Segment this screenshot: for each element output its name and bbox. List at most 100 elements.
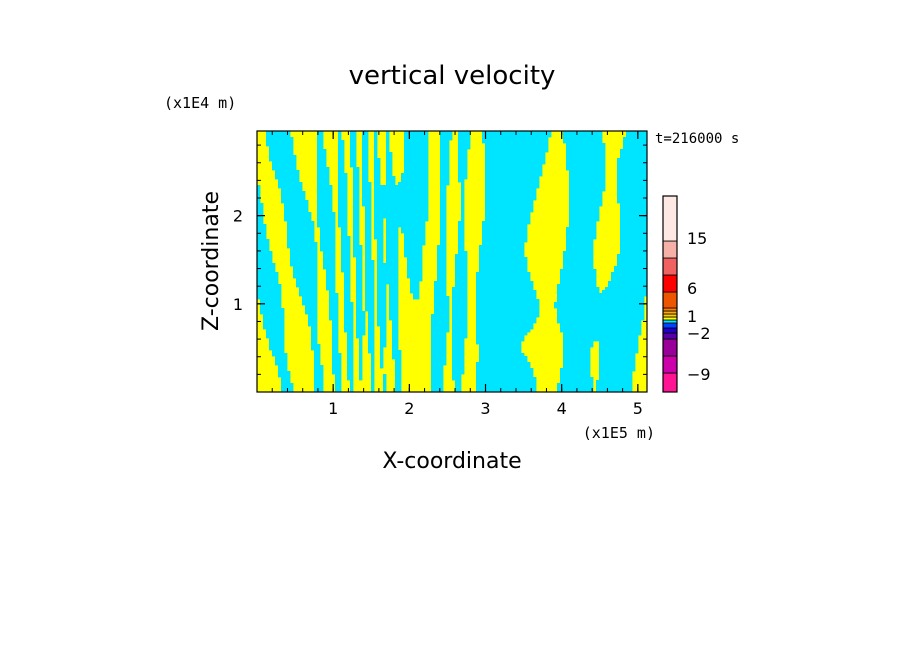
field-cell	[383, 389, 387, 392]
field-cell	[518, 176, 522, 180]
field-cell	[566, 275, 570, 279]
field-cell	[563, 308, 567, 312]
field-cell	[338, 386, 342, 390]
field-cell	[266, 140, 270, 144]
field-cell	[290, 137, 294, 141]
field-cell	[476, 272, 480, 276]
field-cell	[392, 350, 396, 354]
field-cell	[488, 356, 492, 360]
field-cell	[284, 386, 288, 390]
field-cell	[353, 191, 357, 195]
field-cell	[407, 146, 411, 150]
field-cell	[419, 167, 423, 171]
field-cell	[533, 383, 537, 387]
field-cell	[263, 290, 267, 294]
field-cell	[356, 227, 360, 231]
field-cell	[509, 131, 513, 135]
field-cell	[284, 173, 288, 177]
field-cell	[500, 137, 504, 141]
field-cell	[482, 140, 486, 144]
field-cell	[440, 326, 444, 330]
field-cell	[533, 194, 537, 198]
field-cell	[464, 272, 468, 276]
field-cell	[323, 251, 327, 255]
field-cell	[326, 242, 330, 246]
field-cell	[329, 215, 333, 219]
field-cell	[458, 236, 462, 240]
field-cell	[425, 185, 429, 189]
field-cell	[407, 188, 411, 192]
field-cell	[440, 260, 444, 264]
field-cell	[317, 176, 321, 180]
field-cell	[389, 239, 393, 243]
field-cell	[437, 275, 441, 279]
field-cell	[275, 170, 279, 174]
field-cell	[389, 266, 393, 270]
field-cell	[302, 293, 306, 297]
field-cell	[386, 155, 390, 159]
field-cell	[527, 368, 531, 372]
field-cell	[404, 248, 408, 252]
field-cell	[392, 206, 396, 210]
field-cell	[293, 206, 297, 210]
field-cell	[566, 308, 570, 312]
field-cell	[518, 155, 522, 159]
field-cell	[503, 356, 507, 360]
field-cell	[290, 209, 294, 213]
field-cell	[398, 221, 402, 225]
field-cell	[563, 263, 567, 267]
field-cell	[311, 242, 315, 246]
field-cell	[509, 212, 513, 216]
field-cell	[491, 380, 495, 384]
field-cell	[380, 188, 384, 192]
field-cell	[266, 305, 270, 309]
field-cell	[377, 161, 381, 165]
field-cell	[377, 287, 381, 291]
field-cell	[458, 299, 462, 303]
field-cell	[524, 179, 528, 183]
field-cell	[497, 251, 501, 255]
field-cell	[500, 242, 504, 246]
field-cell	[305, 200, 309, 204]
field-cell	[437, 257, 441, 261]
field-cell	[263, 251, 267, 255]
field-cell	[272, 320, 276, 324]
field-cell	[464, 305, 468, 309]
field-cell	[308, 272, 312, 276]
field-cell	[272, 290, 276, 294]
field-cell	[566, 149, 570, 153]
field-cell	[476, 386, 480, 390]
field-cell	[476, 287, 480, 291]
field-cell	[266, 242, 270, 246]
field-cell	[293, 239, 297, 243]
field-cell	[416, 254, 420, 258]
field-cell	[515, 197, 519, 201]
field-cell	[407, 149, 411, 153]
field-cell	[506, 182, 510, 186]
field-cell	[464, 260, 468, 264]
field-cell	[527, 377, 531, 381]
field-cell	[509, 350, 513, 354]
field-cell	[488, 185, 492, 189]
field-cell	[392, 344, 396, 348]
field-cell	[341, 212, 345, 216]
field-cell	[314, 299, 318, 303]
field-cell	[518, 377, 522, 381]
field-cell	[512, 350, 516, 354]
field-cell	[443, 269, 447, 273]
field-cell	[335, 314, 339, 318]
field-cell	[368, 275, 372, 279]
field-cell	[509, 275, 513, 279]
field-cell	[521, 362, 525, 366]
field-cell	[389, 182, 393, 186]
field-cell	[479, 287, 483, 291]
field-cell	[452, 293, 456, 297]
field-cell	[491, 239, 495, 243]
field-cell	[512, 296, 516, 300]
field-cell	[320, 173, 324, 177]
field-cell	[491, 203, 495, 207]
field-cell	[359, 281, 363, 285]
field-cell	[446, 323, 450, 327]
field-cell	[380, 224, 384, 228]
field-cell	[509, 233, 513, 237]
